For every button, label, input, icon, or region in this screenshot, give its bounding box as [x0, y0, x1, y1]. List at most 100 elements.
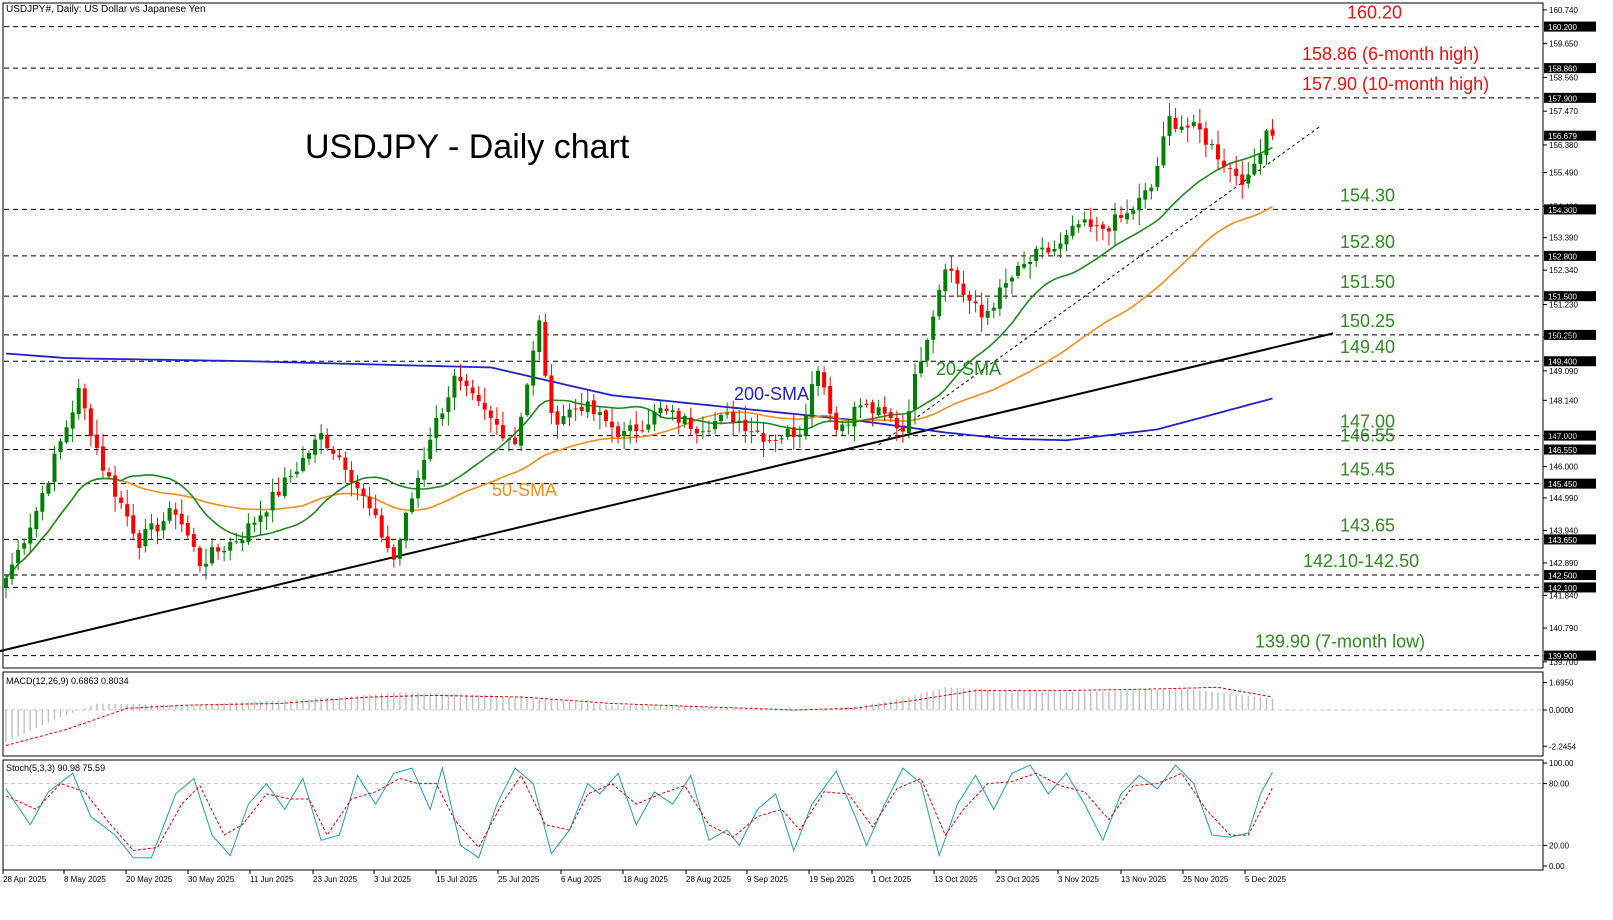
candle-body: [391, 547, 396, 560]
candle-body: [52, 453, 57, 482]
candle-body: [1088, 219, 1093, 227]
candles-group: [4, 102, 1275, 599]
candle-body: [325, 434, 330, 449]
candle-body: [1258, 153, 1263, 164]
candle-body: [585, 401, 590, 413]
candle-body: [870, 402, 875, 414]
level-axis-tag: [1544, 63, 1596, 74]
candle-body: [646, 424, 651, 430]
candle-body: [791, 427, 796, 437]
price-axis-group: 160.200 158.860 157.900 154.300 152.800 151.5…: [1543, 6, 1596, 667]
candle-body: [252, 522, 257, 525]
candle-body: [1040, 247, 1045, 250]
stoch-tick-label: 80.00: [1549, 780, 1570, 789]
level-axis-label: 152.800: [1548, 252, 1577, 261]
candle-body: [1112, 214, 1117, 231]
candle-body: [161, 521, 166, 531]
level-axis-tag: [1544, 444, 1596, 455]
level-axis-label: 147.000: [1548, 432, 1577, 441]
price-tick-label: 155.490: [1549, 169, 1578, 178]
candle-body: [1028, 261, 1033, 265]
candle-body: [88, 408, 93, 436]
price-tick-label: 146.000: [1549, 463, 1578, 472]
sma-label: 200-SMA: [734, 384, 809, 404]
candle-body: [1064, 234, 1069, 245]
candle-body: [191, 534, 196, 547]
candle-body: [809, 384, 814, 417]
candle-body: [1125, 213, 1130, 220]
candle-body: [1003, 283, 1008, 288]
candle-body: [1009, 277, 1014, 282]
candle-body: [1270, 129, 1275, 136]
candle-body: [185, 523, 190, 536]
stoch-pane-frame: [2, 759, 1544, 871]
candle-body: [149, 523, 154, 530]
date-tick-label: 25 Nov 2025: [1183, 875, 1229, 884]
candle-body: [785, 428, 790, 438]
candle-body: [967, 294, 972, 301]
level-label: 143.65: [1340, 515, 1395, 535]
macd-pane-frame: [2, 671, 1544, 757]
level-axis-label: 157.900: [1548, 94, 1577, 103]
price-tick-label: 144.990: [1549, 494, 1578, 503]
macd-group: 1.6950 0.0000 -2.2454: [4, 679, 1577, 751]
candle-body: [700, 431, 705, 433]
candle-body: [1185, 125, 1190, 128]
candle-body: [1222, 160, 1227, 167]
level-label: 139.90 (7-month low): [1255, 632, 1425, 652]
candle-body: [258, 515, 263, 522]
candle-body: [234, 541, 239, 543]
candle-body: [876, 407, 881, 415]
candle-body: [70, 412, 75, 429]
candle-body: [1016, 265, 1021, 276]
candle-body: [76, 387, 81, 415]
price-tick-label: 152.340: [1549, 266, 1578, 275]
date-tick-label: 6 Aug 2025: [561, 875, 602, 884]
date-tick-label: 20 May 2025: [126, 875, 173, 884]
candle-body: [82, 388, 87, 409]
level-label: 146.55: [1340, 426, 1395, 446]
candle-body: [410, 498, 415, 513]
level-axis-tag: [1544, 582, 1596, 593]
candle-body: [440, 413, 445, 419]
candle-body: [28, 527, 33, 544]
level-axis-tag: [1544, 534, 1596, 545]
trendlines-group: [0, 125, 1334, 653]
candle-body: [361, 488, 366, 497]
candle-body: [997, 287, 1002, 309]
candle-body: [64, 427, 69, 443]
date-tick-label: 13 Oct 2025: [934, 875, 978, 884]
candle-body: [22, 543, 27, 549]
candle-body: [143, 528, 148, 547]
candle-body: [1137, 197, 1142, 211]
candle-body: [579, 406, 584, 411]
candle-body: [925, 340, 930, 361]
candle-body: [94, 434, 99, 449]
candle-body: [494, 418, 499, 425]
candle-body: [1179, 126, 1184, 130]
last-price-label: 156.679: [1548, 132, 1577, 141]
candle-body: [422, 459, 427, 480]
level-axis-tag: [1544, 650, 1596, 661]
sma-label: 20-SMA: [936, 359, 1001, 379]
stoch-tick-label: 100.00: [1549, 759, 1574, 768]
date-tick-label: 28 Aug 2025: [686, 875, 731, 884]
level-axis-label: 160.200: [1548, 23, 1577, 32]
candle-body: [737, 420, 742, 424]
candle-body: [1119, 215, 1124, 218]
level-label: 149.40: [1340, 337, 1395, 357]
level-axis-label: 154.300: [1548, 206, 1577, 215]
candle-body: [840, 424, 845, 432]
candle-body: [688, 417, 693, 429]
candle-body: [985, 311, 990, 318]
candle-body: [713, 421, 718, 430]
candle-body: [131, 515, 136, 534]
price-tick-label: 143.940: [1549, 526, 1578, 535]
date-tick-label: 9 Sep 2025: [747, 875, 788, 884]
date-tick-label: 18 Aug 2025: [623, 875, 668, 884]
level-axis-tag: [1544, 92, 1596, 103]
last-price-tag: [1544, 130, 1596, 141]
candle-body: [488, 410, 493, 418]
candle-body: [373, 508, 378, 516]
